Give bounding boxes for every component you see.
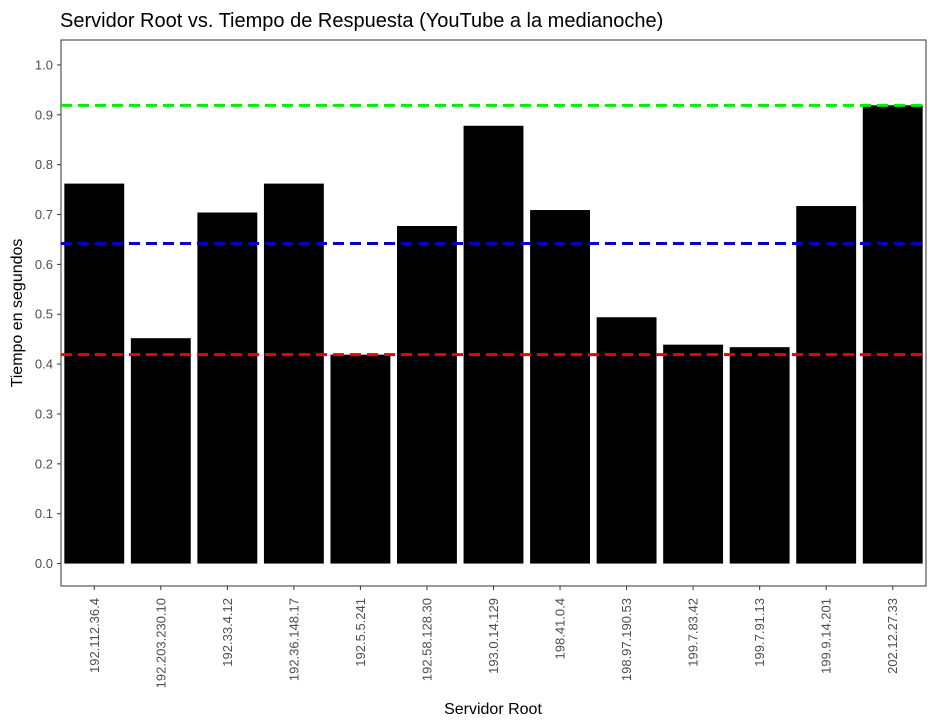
x-tick-label: 192.203.230.10 — [153, 598, 168, 688]
bar-193.0.14.129 — [463, 125, 524, 564]
y-tick-label: 0.8 — [35, 157, 53, 172]
y-tick-label: 0.5 — [35, 307, 53, 322]
bar-199.7.91.13 — [729, 347, 790, 564]
y-tick-label: 1.0 — [35, 57, 53, 72]
y-tick-label: 0.3 — [35, 406, 53, 421]
x-axis-title: Servidor Root — [444, 701, 542, 718]
bar-192.58.128.30 — [397, 225, 457, 564]
chart-title: Servidor Root vs. Tiempo de Respuesta (Y… — [60, 10, 663, 32]
bar-192.112.36.4 — [64, 183, 125, 564]
bar-198.97.190.53 — [596, 317, 657, 564]
x-tick-label: 198.41.0.4 — [553, 598, 568, 659]
x-tick-label: 192.112.36.4 — [87, 598, 102, 673]
bar-192.203.230.10 — [130, 338, 191, 564]
bar-192.5.5.241 — [330, 354, 391, 564]
bar-199.9.14.201 — [796, 206, 857, 564]
bar-202.12.27.33 — [862, 105, 923, 564]
x-tick-label: 199.7.91.13 — [752, 598, 767, 667]
x-tick-label: 202.12.27.33 — [885, 598, 900, 674]
x-tick-label: 193.0.14.129 — [486, 598, 501, 674]
y-tick-label: 0.0 — [35, 556, 53, 571]
x-tick-label: 199.7.83.42 — [686, 598, 701, 667]
bars-group — [64, 105, 923, 564]
x-tick-label: 192.58.128.30 — [419, 598, 434, 681]
bar-199.7.83.42 — [663, 344, 724, 564]
reference-lines-group — [61, 103, 926, 357]
bar-192.36.148.17 — [263, 183, 324, 564]
y-tick-label: 0.7 — [35, 207, 53, 222]
x-axis: 192.112.36.4 192.203.230.10 192.33.4.12 192… — [87, 586, 900, 688]
x-tick-label: 192.33.4.12 — [220, 598, 235, 667]
x-tick-label: 199.9.14.201 — [819, 598, 834, 674]
y-tick-label: 0.9 — [35, 107, 53, 122]
x-tick-label: 192.5.5.241 — [353, 598, 368, 667]
bar-198.41.0.4 — [530, 210, 590, 564]
y-tick-label: 0.6 — [35, 257, 53, 272]
y-axis-title: Tiempo en segundos — [9, 239, 26, 388]
y-tick-label: 0.1 — [35, 506, 53, 521]
y-tick-label: 0.2 — [35, 456, 53, 471]
x-tick-label: 198.97.190.53 — [619, 598, 634, 681]
y-axis: 0.0 0.1 0.2 0.3 0.4 0.5 0.6 0.7 0.8 0.9 1.0 — [35, 57, 61, 571]
y-tick-label: 0.4 — [35, 357, 53, 372]
bar-192.33.4.12 — [197, 212, 258, 564]
x-tick-label: 192.36.148.17 — [286, 598, 301, 681]
